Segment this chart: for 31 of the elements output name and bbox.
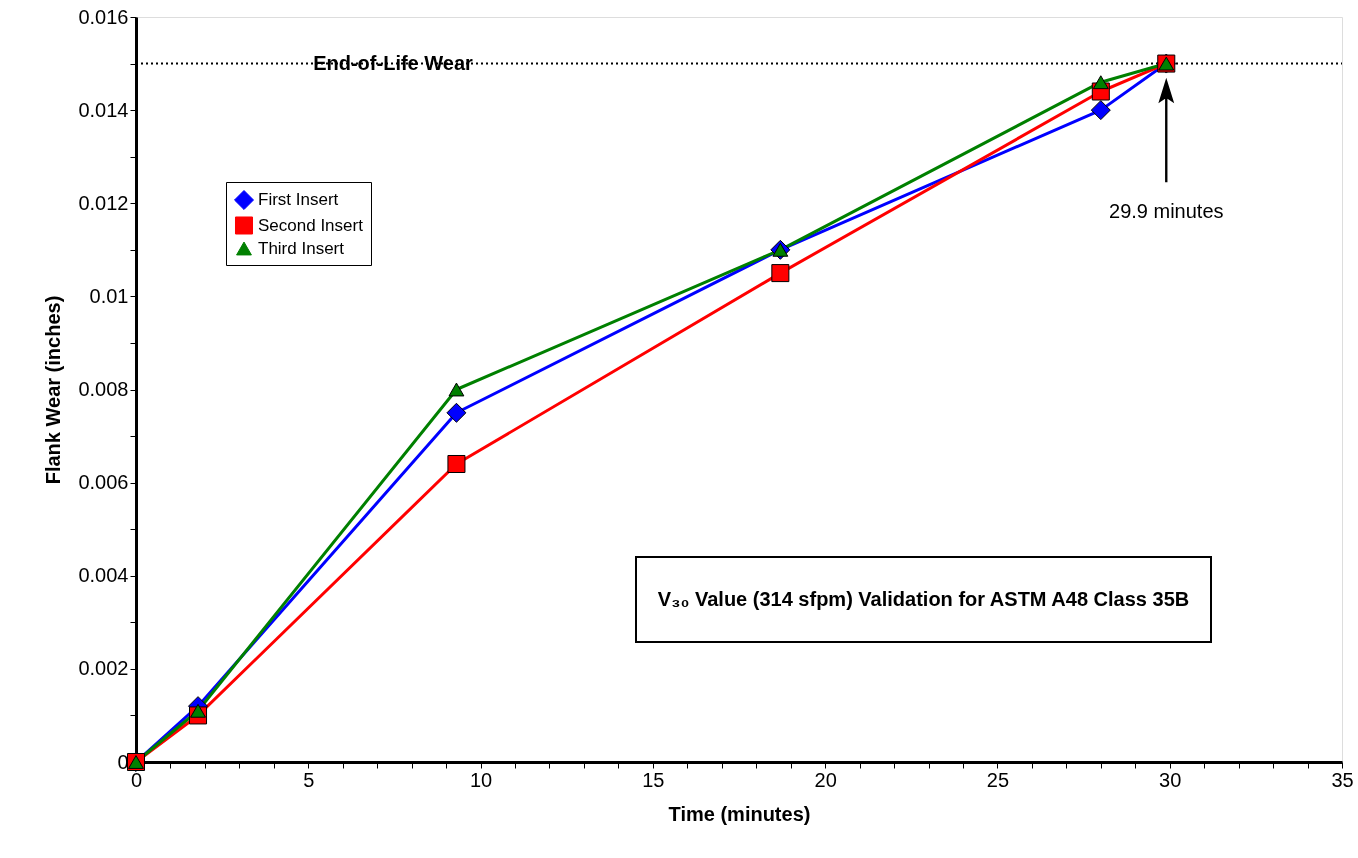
annotation: 29.9 minutes bbox=[1109, 199, 1224, 222]
x-tick-label: 0 bbox=[130, 768, 143, 791]
y-tick-label: 0.006 bbox=[78, 471, 129, 494]
y-tick-label: 0.002 bbox=[78, 657, 129, 680]
x-tick-label: 10 bbox=[469, 768, 493, 791]
y-tick-label: 0.004 bbox=[78, 564, 129, 587]
y-tick-label: 0.01 bbox=[89, 284, 129, 307]
x-tick-label: 5 bbox=[303, 768, 315, 791]
ref-line-label: End-of-Life Wear bbox=[313, 51, 474, 74]
x-tick-label: 20 bbox=[814, 768, 837, 791]
point bbox=[447, 454, 466, 474]
point bbox=[448, 382, 465, 397]
point bbox=[190, 703, 206, 718]
y-axis-title: Flank Wear (inches) bbox=[42, 295, 65, 485]
y-tick-label: 0.012 bbox=[78, 191, 129, 214]
point bbox=[771, 264, 790, 283]
point bbox=[1090, 100, 1111, 121]
point bbox=[446, 402, 467, 423]
x-tick-label: 35 bbox=[1331, 768, 1354, 791]
y-tick-label: 0.008 bbox=[78, 378, 129, 400]
x-tick-label: 30 bbox=[1159, 768, 1182, 791]
x-tick-label: 25 bbox=[986, 768, 1010, 791]
x-tick-label: 15 bbox=[642, 768, 665, 791]
legend-label: Second Insert bbox=[258, 215, 364, 235]
annotation: V₃₀ Value (314 sfpm) Validation for ASTM A48 Class 35B bbox=[657, 587, 1190, 610]
legend-label: First Insert bbox=[258, 190, 339, 209]
legend-label: Third Insert bbox=[258, 238, 345, 258]
x-axis-title: Time (minutes) bbox=[668, 802, 811, 825]
y-tick-label: 0.016 bbox=[78, 5, 129, 28]
y-tick-label: 0.014 bbox=[78, 98, 129, 121]
point bbox=[1092, 75, 1109, 90]
